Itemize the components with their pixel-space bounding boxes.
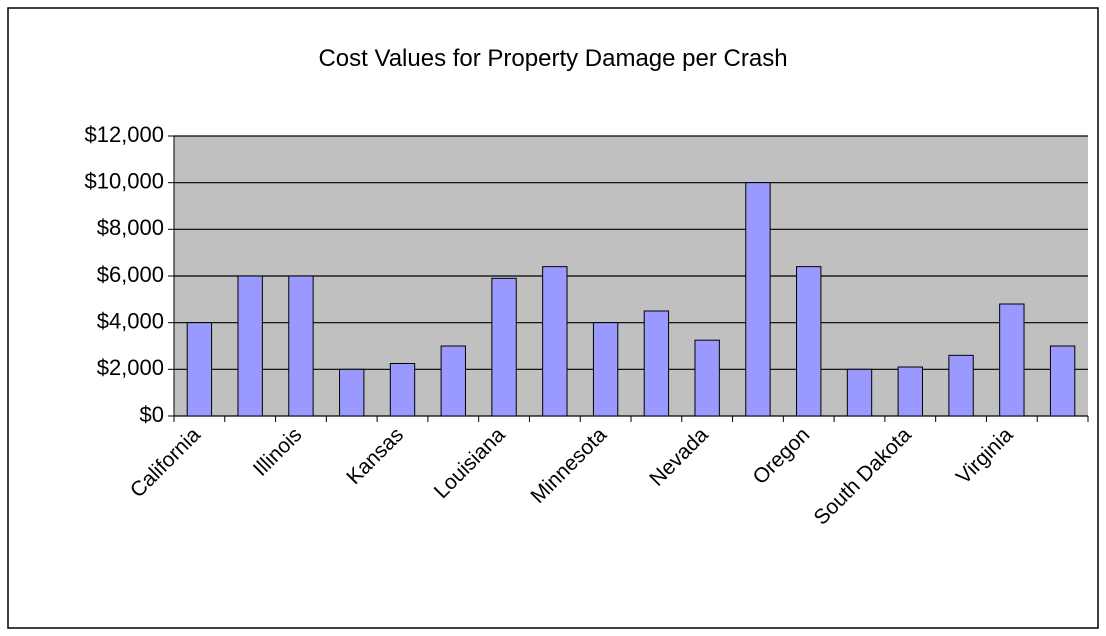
bar — [745, 182, 771, 417]
bar — [491, 277, 517, 417]
bar — [542, 266, 568, 417]
bar — [389, 363, 416, 417]
bar — [846, 368, 873, 417]
bar — [186, 322, 213, 417]
y-tick-label: $2,000 — [97, 355, 164, 380]
bar — [339, 368, 365, 417]
bar — [796, 266, 822, 417]
y-tick-label: $10,000 — [84, 168, 164, 193]
bar — [897, 366, 923, 417]
bar — [643, 310, 670, 417]
bar — [288, 275, 314, 417]
bar — [694, 339, 720, 417]
y-tick-label: $12,000 — [84, 122, 164, 147]
bar — [948, 354, 974, 417]
y-tick-label: $4,000 — [97, 308, 164, 333]
bar — [1049, 345, 1076, 417]
y-tick-label: $8,000 — [97, 215, 164, 240]
y-tick-label: $6,000 — [97, 262, 164, 287]
chart-title: Cost Values for Property Damage per Cras… — [318, 45, 787, 72]
bar — [237, 275, 263, 417]
bar — [592, 322, 619, 417]
y-tick-label: $0 — [140, 402, 164, 427]
bar — [440, 345, 466, 417]
bar — [999, 303, 1025, 417]
